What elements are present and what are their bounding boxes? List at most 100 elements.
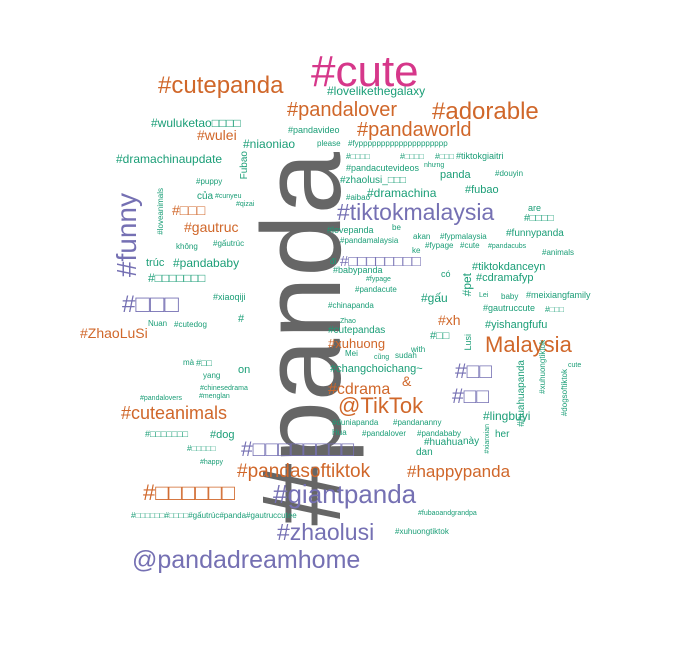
word: #□□□□□□□□ [241, 438, 355, 461]
word: Fubao [239, 151, 250, 180]
word: #fypmalaysia [440, 232, 487, 241]
word: Lusi [463, 334, 473, 351]
word: #giantpanda [273, 479, 417, 509]
word: #zhaolusi [277, 519, 375, 545]
word: #pandalovers [140, 395, 183, 402]
word: #xh [438, 312, 461, 328]
word: please [317, 139, 341, 148]
word: #pandababy [417, 429, 462, 438]
word: #cdrama [328, 381, 391, 398]
word: Zhao [340, 318, 356, 325]
word: #□□□□ [346, 152, 370, 161]
word: with [411, 345, 426, 354]
word: #chinesedrama [200, 385, 248, 392]
word: #gautruccute [483, 303, 536, 313]
word: yang [203, 371, 221, 380]
word: #puppy [196, 177, 223, 186]
word: #gấutrúc [213, 239, 245, 248]
word: be [392, 223, 401, 232]
word: baby [501, 292, 519, 301]
word: #□□□□□□□□ [340, 253, 421, 270]
word: #cutedog [174, 320, 207, 329]
word: Mei [345, 349, 358, 358]
word: trúc [146, 257, 165, 269]
word: #fubaoandgrandpa [418, 510, 477, 517]
word: #pandababy [173, 256, 240, 270]
word: #niaoniao [243, 137, 296, 151]
word: #pet [460, 273, 474, 297]
word: #adorable [432, 98, 539, 125]
word: #meixiangfamily [526, 290, 591, 300]
word: #□□□□□□ [143, 480, 235, 505]
word: #dogsoftiktok [560, 369, 569, 417]
word: #pandacutevideos [346, 163, 420, 173]
word: Lei [479, 292, 489, 299]
word: #cutepandas [328, 325, 386, 336]
word: #xianxian [484, 424, 491, 454]
word: #qizai [236, 201, 255, 208]
word: #tiktokdanceyn [472, 261, 546, 273]
word: sudah [395, 351, 417, 360]
word: #ZhaoLuSi [80, 325, 148, 341]
word: #dog [210, 429, 235, 441]
word: #□□□□ [524, 213, 554, 224]
word: her [495, 429, 510, 440]
word: #menglan [199, 393, 230, 400]
word: #□□ [455, 360, 493, 383]
word: #cunyeu [215, 193, 242, 200]
word: nhưng [424, 162, 445, 169]
word: #cuteanimals [121, 403, 228, 423]
word: #gấu [421, 291, 448, 305]
word: #□□ [430, 330, 450, 342]
word: on [238, 364, 251, 376]
word: @pandadreamhome [132, 546, 361, 574]
word: #xuhuong [328, 336, 386, 351]
word: #dramachina [367, 186, 437, 200]
word: #□□□ [435, 152, 454, 161]
word: #funny [111, 193, 142, 278]
word: #pandasoftiktok [237, 461, 371, 482]
word: #zhaolusi_□□□ [340, 175, 406, 186]
word: are [528, 203, 542, 213]
word: #gautruc [184, 219, 239, 235]
word: #yishangfufu [485, 319, 548, 331]
word: #pandaworld [357, 119, 472, 141]
word: có [441, 269, 451, 279]
word: #pandacute [355, 285, 397, 294]
word: panda [440, 169, 471, 181]
word: này [463, 436, 480, 447]
word: của [197, 191, 214, 202]
word: #tiktokgiaitri [456, 151, 504, 161]
word: dan [416, 447, 433, 458]
word: #□□□□ [400, 152, 424, 161]
word: #□□□□□□#□□□□#gấutrúc#panda#gautruccutee [131, 511, 297, 520]
word: #pandananny [393, 418, 442, 427]
word: akan [413, 232, 431, 241]
word: # [238, 313, 245, 325]
word: #duniapanda [332, 418, 379, 427]
word: #pandacubs [488, 243, 527, 250]
word: #fubao [465, 184, 499, 196]
word: #□□□ [545, 305, 564, 314]
word: #wulei [197, 127, 237, 143]
word: #animals [542, 248, 575, 257]
word: Malaysia [485, 332, 572, 357]
word: #pandalover [287, 99, 398, 121]
word: & [402, 373, 412, 389]
word: #□□□ [172, 202, 206, 218]
word: #cute [460, 241, 480, 250]
word: #douyin [495, 169, 524, 178]
word: @TikTok [338, 393, 424, 418]
word: #changchoichang~ [330, 363, 423, 375]
word: #pandamalaysia [340, 236, 399, 245]
word: #□□□□□ [187, 444, 216, 453]
word: #fypage [366, 276, 391, 283]
word: cute [568, 362, 582, 369]
word: #dramachinaupdate [116, 152, 223, 166]
word: #fypppppppppppppppppppp [348, 139, 448, 148]
word: #□□ [452, 385, 490, 408]
word: #xiaoqiji [213, 292, 246, 302]
word: #huahua [424, 437, 463, 448]
word: #chinapanda [328, 301, 374, 310]
